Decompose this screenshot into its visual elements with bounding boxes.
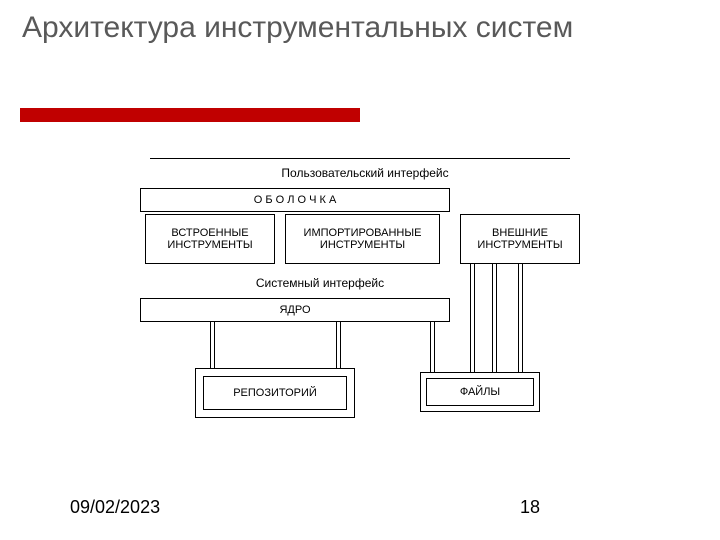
builtin-tools-box: ВСТРОЕННЫЕ ИНСТРУМЕНТЫ [145,214,275,264]
shell-box: О Б О Л О Ч К А [140,188,450,212]
connector [210,322,211,368]
slide: Архитектура инструментальных систем Поль… [0,0,720,540]
footer-page-number: 18 [520,497,540,518]
slide-title: Архитектура инструментальных систем [22,10,702,46]
footer-date: 09/02/2023 [70,497,160,518]
connector [336,322,337,368]
connector [214,322,215,368]
connector [430,322,431,372]
repository-inner-box: РЕПОЗИТОРИЙ [203,376,347,410]
connector [492,264,493,372]
external-tools-box: ВНЕШНИЕ ИНСТРУМЕНТЫ [460,214,580,264]
connector [474,264,475,372]
connector [522,264,523,372]
connector [518,264,519,372]
imported-tools-box: ИМПОРТИРОВАННЫЕ ИНСТРУМЕНТЫ [285,214,440,264]
connector [434,322,435,372]
files-inner-box: ФАЙЛЫ [426,378,534,406]
architecture-diagram: Пользовательский интерфейс О Б О Л О Ч К… [140,158,590,478]
top-rule [150,158,570,159]
connector [340,322,341,368]
user-interface-label: Пользовательский интерфейс [240,166,490,180]
connector [470,264,471,372]
accent-bar [20,108,360,122]
core-box: ЯДРО [140,298,450,322]
system-interface-label: Системный интерфейс [220,276,420,290]
connector [496,264,497,372]
